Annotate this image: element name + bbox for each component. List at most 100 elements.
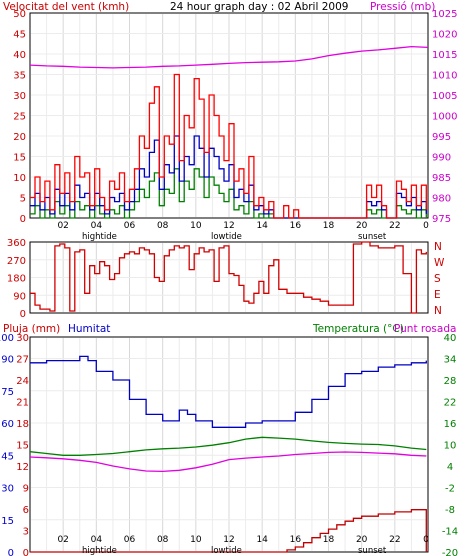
temperature-tick-label: 10: [444, 441, 457, 452]
series-wind-gust: [30, 73, 427, 219]
humidity-tick-label: 100: [0, 333, 14, 344]
compass-label-n-top: N: [434, 241, 442, 253]
compass-label-w: W: [434, 257, 445, 269]
temperature-axis-title: Temperatura (°C): [312, 323, 404, 335]
temperature-tick-label: -14: [442, 527, 458, 538]
sunset-marker-bottom: sunset: [358, 546, 387, 556]
humidity-tick-label: 30: [1, 484, 14, 495]
y-tick-label: 35: [13, 71, 26, 82]
axis-ticks: 0202040406060808101012121414161618182020…: [0, 9, 458, 556]
y-tick-label: 360: [7, 238, 26, 249]
x-tick-label: 12: [223, 535, 234, 545]
series-lines: [29, 45, 429, 553]
humidity-axis-title: Humitat: [68, 323, 110, 335]
y2-tick-label: 980: [432, 194, 451, 205]
x-tick-label: 10: [190, 535, 202, 545]
y2-tick-label: 1020: [432, 30, 457, 41]
x-tick-label: 0: [423, 535, 429, 545]
x-tick-label: 14: [256, 221, 268, 231]
temperature-tick-label: 40: [444, 333, 457, 344]
x-tick-label: 06: [124, 221, 136, 231]
series-humidity: [30, 355, 427, 428]
pressure-axis-title: Pressió (mb): [370, 1, 435, 13]
y-tick-label: 0: [20, 309, 26, 320]
x-tick-label: 20: [356, 535, 368, 545]
compass-label-n-bottom: N: [434, 305, 442, 317]
sunset-marker-top: sunset: [358, 232, 387, 242]
x-tick-label: 22: [389, 535, 400, 545]
x-tick-label: 14: [256, 535, 268, 545]
temperature-tick-label: -2: [445, 484, 455, 495]
temperature-tick-label: 4: [447, 462, 453, 473]
series-direction: [30, 241, 427, 314]
temperature-tick-label: 22: [444, 398, 457, 409]
rain-axis-title: Pluja (mm): [3, 323, 60, 335]
x-tick-label: 06: [124, 535, 136, 545]
series-temperature: [29, 436, 427, 456]
y-tick-label: 90: [13, 291, 26, 302]
y2-tick-label: 985: [432, 173, 451, 184]
x-tick-label: 20: [356, 221, 368, 231]
x-tick-label: 10: [190, 221, 202, 231]
y-tick-label: 50: [13, 9, 26, 20]
y-tick-label: 45: [13, 30, 26, 41]
series-rain: [30, 509, 427, 553]
y-tick-label: 180: [7, 274, 26, 285]
series-pressure: [29, 45, 429, 69]
rain-tick-label: 12: [16, 462, 29, 473]
humidity-tick-label: 0: [8, 548, 14, 556]
y-tick-label: 10: [13, 173, 26, 184]
chart-title: 24 hour graph day : 02 Abril 2009: [170, 1, 348, 13]
rain-tick-label: 6: [23, 505, 29, 516]
lowtide-marker-top: lowtide: [211, 232, 242, 242]
temperature-tick-label: 16: [444, 419, 457, 430]
rain-tick-label: 3: [23, 527, 29, 538]
x-tick-label: 04: [91, 221, 103, 231]
y2-tick-label: 995: [432, 132, 451, 143]
rain-tick-label: 0: [23, 548, 29, 556]
humidity-tick-label: 45: [1, 451, 14, 462]
x-tick-label: 04: [91, 535, 103, 545]
y2-tick-label: 975: [432, 214, 451, 225]
dewpoint-axis-title: Punt rosada: [394, 323, 456, 335]
rain-tick-label: 27: [16, 355, 29, 366]
y-tick-label: 30: [13, 91, 26, 102]
y2-tick-label: 1000: [432, 112, 457, 123]
y-tick-label: 20: [13, 132, 26, 143]
x-tick-label: 08: [157, 221, 169, 231]
rain-tick-label: 24: [16, 376, 29, 387]
temperature-tick-label: -20: [442, 548, 458, 556]
temperature-tick-label: 34: [444, 355, 457, 366]
rain-tick-label: 21: [16, 398, 29, 409]
y-tick-label: 25: [13, 112, 26, 123]
y-tick-label: 0: [20, 214, 26, 225]
rain-tick-label: 9: [23, 484, 29, 495]
lowtide-marker-bottom: lowtide: [211, 546, 242, 556]
y-tick-label: 40: [13, 50, 26, 61]
rain-tick-label: 18: [16, 419, 29, 430]
y-tick-label: 5: [20, 194, 26, 205]
humidity-tick-label: 15: [1, 516, 14, 527]
y-tick-label: 15: [13, 153, 26, 164]
y2-tick-label: 1015: [432, 50, 457, 61]
y2-tick-label: 1025: [432, 9, 457, 20]
y-tick-label: 270: [7, 256, 26, 267]
x-tick-label: 08: [157, 535, 169, 545]
wind-axis-title: Velocitat del vent (kmh): [3, 1, 129, 13]
y2-tick-label: 1005: [432, 91, 457, 102]
x-tick-label: 12: [223, 221, 234, 231]
x-tick-label: 0: [423, 221, 429, 231]
series-dewpoint: [29, 451, 427, 473]
compass-label-e: E: [434, 289, 441, 301]
humidity-tick-label: 60: [1, 419, 14, 430]
humidity-tick-label: 75: [1, 387, 14, 398]
x-tick-label: 22: [389, 221, 400, 231]
temperature-tick-label: 28: [444, 376, 457, 387]
hightide-marker-bottom: hightide: [82, 546, 117, 556]
hightide-marker-top: hightide: [82, 232, 117, 242]
x-tick-label: 18: [323, 221, 335, 231]
y2-tick-label: 990: [432, 153, 451, 164]
x-tick-label: 16: [290, 221, 302, 231]
